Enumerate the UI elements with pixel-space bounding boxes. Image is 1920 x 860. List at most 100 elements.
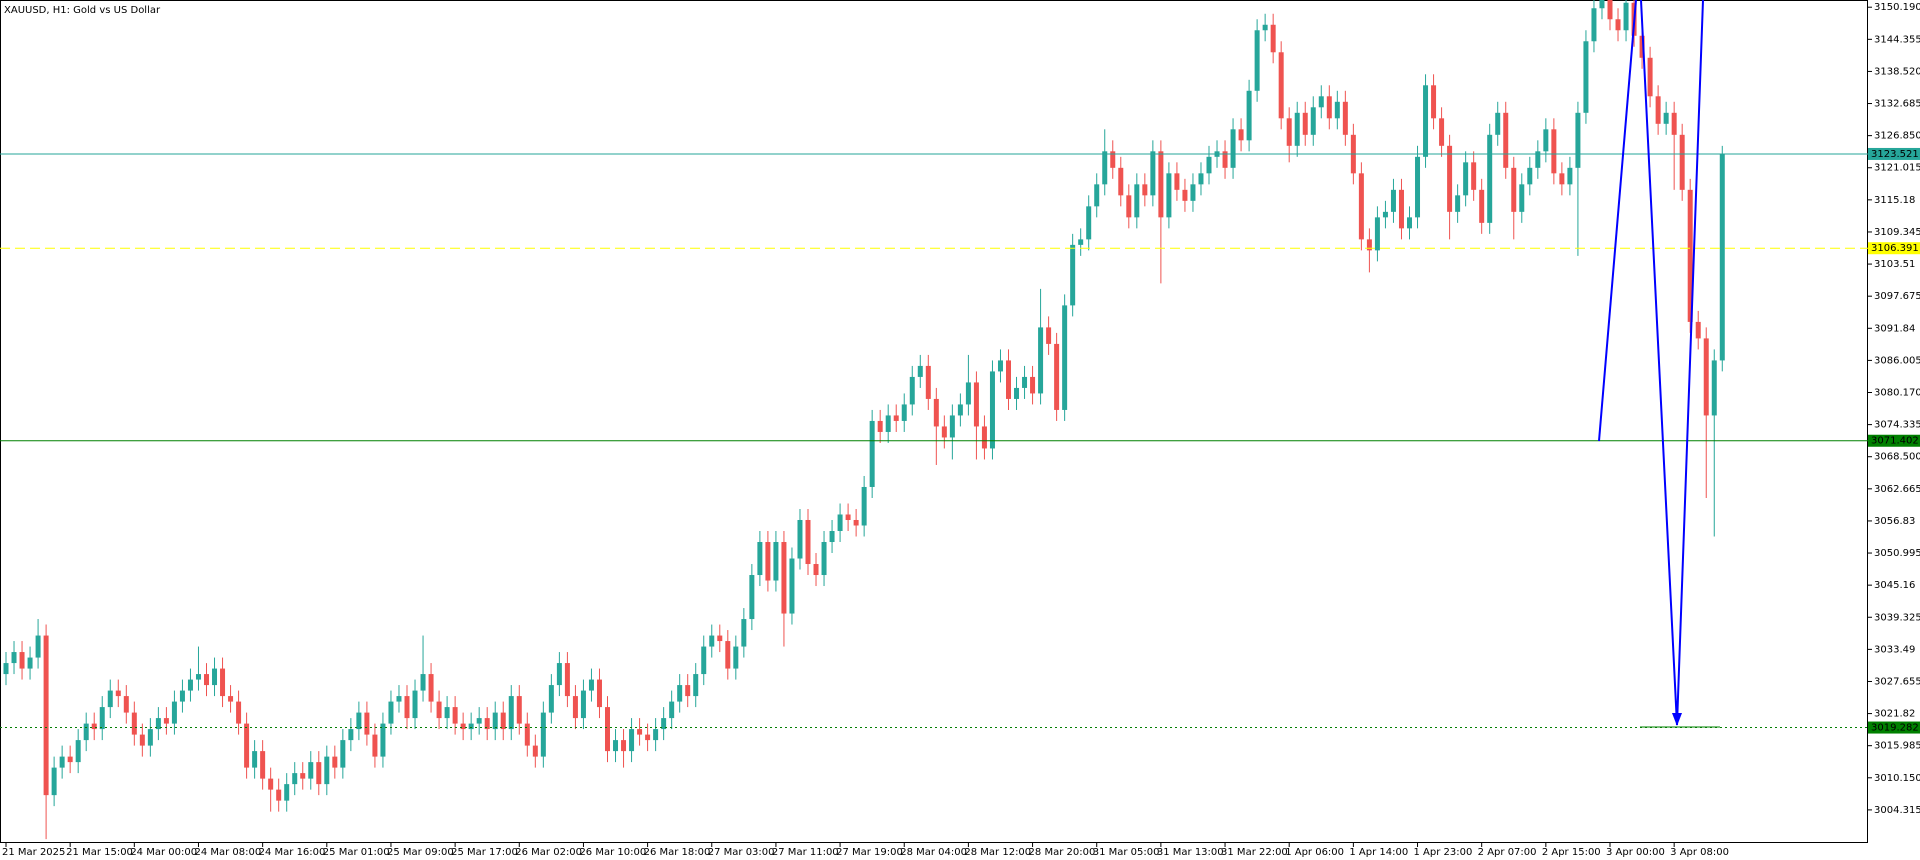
candle-body	[3, 663, 9, 675]
candle-body	[260, 751, 266, 779]
y-tick-label: 3091.84	[1874, 323, 1915, 334]
candle-body	[412, 690, 418, 719]
candle-body	[484, 718, 490, 730]
candle-body	[340, 740, 346, 768]
candle-body	[1278, 52, 1284, 119]
x-tick-label: 2 Apr 07:00	[1478, 847, 1537, 858]
x-tick-label: 25 Mar 17:00	[451, 847, 518, 858]
y-tick-label: 3126.850	[1874, 131, 1920, 142]
candle-body	[588, 679, 594, 691]
candle-body	[556, 663, 562, 686]
y-tick-label: 3039.325	[1874, 612, 1920, 623]
candle-body	[661, 718, 667, 730]
candle-body	[709, 635, 715, 647]
candle-body	[1086, 206, 1092, 240]
y-tick-label: 3050.995	[1874, 548, 1920, 559]
y-tick-label: 3045.16	[1874, 580, 1915, 591]
level-label-box	[1868, 147, 1920, 160]
x-tick-label: 24 Mar 00:00	[130, 847, 197, 858]
candle-body	[27, 657, 33, 669]
level-label: 3071.402	[1871, 436, 1919, 447]
candle-body	[725, 641, 731, 669]
candle-body	[1695, 321, 1701, 339]
candle-body	[1583, 41, 1589, 113]
candle-body	[1599, 0, 1605, 9]
candle-body	[637, 729, 643, 735]
x-tick-label: 27 Mar 11:00	[772, 847, 839, 858]
candle-body	[284, 784, 290, 801]
level-label-box	[1868, 434, 1920, 447]
candle-body	[845, 514, 851, 520]
candles	[0, 0, 1868, 840]
candle-body	[1094, 184, 1100, 207]
candle-body	[212, 668, 218, 686]
candle-body	[444, 707, 450, 719]
candle-body	[300, 773, 306, 779]
y-tick-label: 3062.665	[1874, 484, 1920, 495]
y-tick-label: 3109.345	[1874, 227, 1920, 238]
candle-body	[316, 762, 322, 785]
candle-body	[171, 701, 177, 724]
candle-body	[1455, 195, 1461, 212]
candle-body	[1326, 96, 1332, 119]
candle-body	[1230, 129, 1236, 168]
candle-body	[773, 542, 779, 581]
y-tick-label: 3074.335	[1874, 420, 1920, 431]
candle-body	[1591, 8, 1597, 42]
x-tick-label: 1 Apr 06:00	[1285, 847, 1344, 858]
candle-body	[147, 729, 153, 746]
candle-body	[965, 382, 971, 405]
candle-body	[1423, 85, 1429, 157]
candle-body	[532, 745, 538, 757]
x-tick-label: 1 Apr 14:00	[1349, 847, 1408, 858]
y-tick-label: 3086.005	[1874, 355, 1920, 366]
candle-body	[1030, 376, 1036, 394]
candle-body	[869, 420, 875, 487]
candle-body	[853, 519, 859, 526]
candle-body	[476, 718, 482, 724]
candle-body	[179, 690, 185, 702]
candle-body	[1150, 151, 1156, 196]
candle-body	[1358, 173, 1364, 240]
candle-body	[781, 542, 787, 614]
candle-body	[789, 558, 795, 614]
candle-body	[1078, 239, 1084, 245]
candle-body	[11, 652, 17, 664]
candle-body	[67, 756, 73, 763]
y-tick-label: 3115.18	[1874, 195, 1915, 206]
candle-body	[1238, 129, 1244, 141]
candle-body	[677, 685, 683, 702]
candle-body	[1463, 162, 1469, 196]
candle-body	[1639, 35, 1645, 58]
candle-body	[989, 371, 995, 449]
x-tick-label: 24 Mar 08:00	[194, 847, 261, 858]
candle-body	[949, 415, 955, 438]
candle-body	[292, 773, 298, 785]
candle-body	[1070, 244, 1076, 306]
candle-body	[925, 365, 931, 399]
x-tick-label: 3 Apr 08:00	[1670, 847, 1729, 858]
candle-body	[115, 690, 121, 697]
candle-body	[693, 674, 699, 697]
candle-body	[669, 701, 675, 719]
candle-body	[941, 426, 947, 438]
y-tick-label: 3150.190	[1874, 2, 1920, 13]
candle-body	[91, 723, 97, 730]
candle-body	[1038, 327, 1044, 394]
candle-body	[388, 701, 394, 724]
candle-body	[1366, 239, 1372, 251]
candle-body	[131, 712, 137, 735]
candle-body	[1310, 107, 1316, 135]
x-tick-label: 26 Mar 18:00	[644, 847, 711, 858]
candle-body	[1182, 189, 1188, 201]
candle-body	[1334, 101, 1340, 119]
candle-body	[957, 404, 963, 416]
candle-body	[885, 415, 891, 432]
candle-body	[1382, 211, 1388, 218]
candle-body	[468, 723, 474, 730]
candle-body	[524, 723, 530, 746]
candle-body	[997, 360, 1003, 372]
candle-body	[508, 696, 514, 730]
candle-body	[380, 723, 386, 757]
